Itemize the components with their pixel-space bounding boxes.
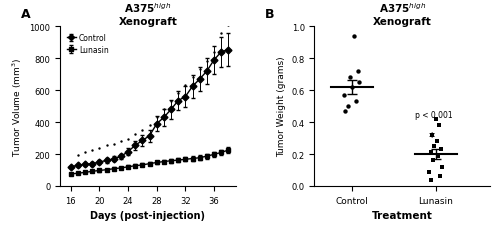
Point [344,105,352,109]
Point [160,108,168,112]
Point [428,133,436,137]
X-axis label: Treatment: Treatment [372,210,432,220]
Point [117,140,125,143]
Point [434,140,442,143]
Point [435,124,443,128]
Point [430,145,438,148]
X-axis label: Days (post-injection): Days (post-injection) [90,210,206,220]
Point [426,151,434,155]
Text: A: A [22,8,31,21]
Point [432,118,440,121]
Point [436,175,444,178]
Point [429,159,437,163]
Point [428,178,436,182]
Title: A375$^{high}$
Xenograft: A375$^{high}$ Xenograft [373,1,432,27]
Point [354,70,362,74]
Y-axis label: Tumor Volume (mm$^3$): Tumor Volume (mm$^3$) [10,57,24,156]
Point [434,154,442,158]
Point [81,150,89,154]
Text: p < 0.001: p < 0.001 [415,111,453,119]
Point [74,153,82,157]
Point [346,76,354,80]
Point [138,129,146,132]
Point [124,137,132,141]
Point [352,100,360,104]
Point [355,81,363,85]
Point [88,148,96,152]
Point [224,24,232,27]
Point [188,76,196,80]
Point [342,110,349,113]
Point [174,92,182,96]
Point [152,116,160,120]
Point [182,84,190,88]
Y-axis label: Tumor Weight (grams): Tumor Weight (grams) [277,57,286,157]
Point [340,94,347,97]
Point [438,165,446,169]
Point [348,86,356,89]
Point [436,148,444,151]
Point [217,32,225,35]
Point [210,51,218,54]
Point [350,35,358,39]
Point [167,100,175,104]
Point [203,60,211,64]
Point [96,146,104,150]
Text: B: B [266,8,275,21]
Point [196,68,203,72]
Point [102,144,110,148]
Point [146,124,154,128]
Point [110,142,118,146]
Title: A375$^{high}$
Xenograft: A375$^{high}$ Xenograft [118,1,177,27]
Legend: Control, Lunasin: Control, Lunasin [64,31,112,57]
Point [131,133,139,136]
Point [425,170,433,174]
Text: *: * [428,131,434,143]
